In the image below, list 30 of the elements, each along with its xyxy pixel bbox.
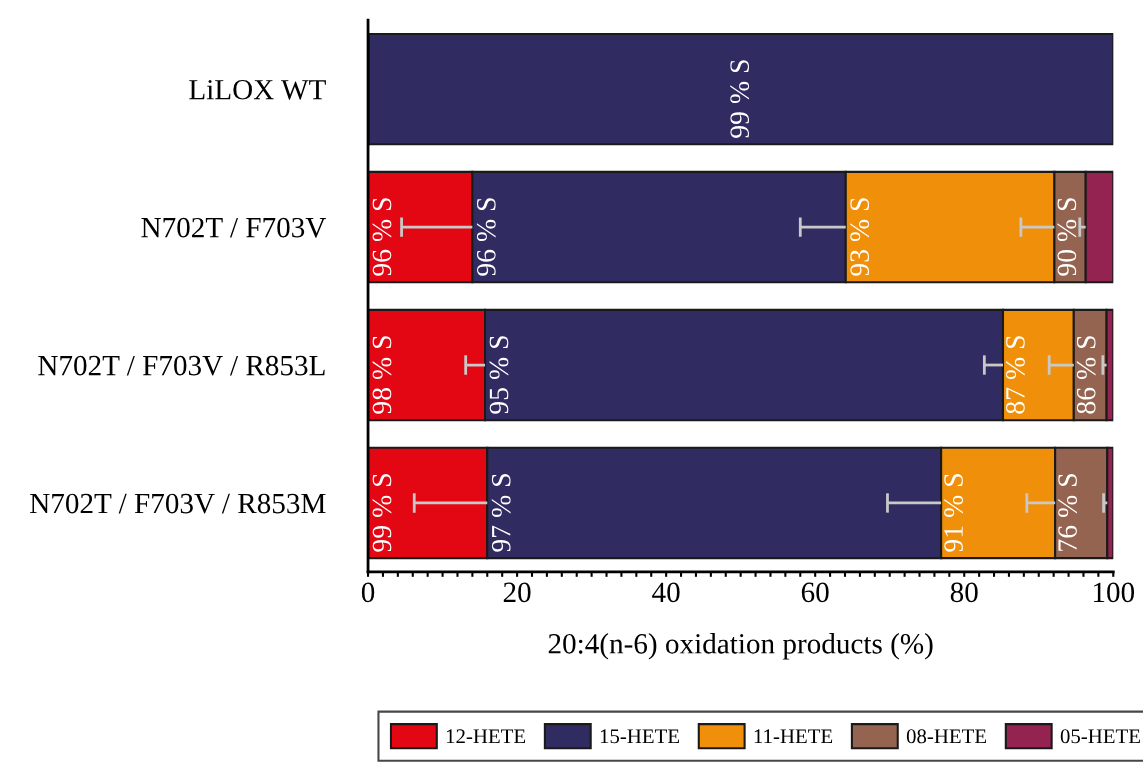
- x-tick-label: 60: [801, 582, 829, 603]
- x-tick-label: 40: [652, 582, 680, 603]
- x-tick-label: 20: [503, 582, 531, 603]
- legend-label: 15-HETE: [600, 729, 679, 744]
- annotation: 99 % S: [730, 60, 750, 138]
- annotation: 96 % S: [372, 198, 392, 276]
- annotation: 99 % S: [372, 474, 392, 552]
- y-tick-label: N702T / F703V / R853M: [30, 493, 326, 514]
- annotation: 90 % S: [1057, 198, 1077, 276]
- x-tick-label: 0: [361, 582, 375, 603]
- annotation: 91 % S: [944, 474, 964, 552]
- x-axis-title: 20:4(n-6) oxidation products (%): [548, 633, 933, 660]
- bar: [368, 32, 1114, 146]
- annotation: 97 % S: [491, 474, 511, 552]
- annotation: 95 % S: [489, 336, 509, 414]
- legend-label: 05-HETE: [1060, 729, 1140, 744]
- annotation: 96 % S: [476, 198, 496, 276]
- legend-label: 12-HETE: [446, 729, 526, 744]
- x-tick-label: 80: [950, 582, 978, 603]
- legend-label: 11-HETE: [754, 729, 833, 744]
- annotation: 76 % S: [1058, 474, 1078, 551]
- annotation: 93 % S: [850, 198, 870, 276]
- annotation: 86 % S: [1076, 336, 1096, 414]
- x-tick-label: 100: [1093, 582, 1135, 603]
- annotation: 98 % S: [372, 336, 392, 414]
- y-tick-label: N702T / F703V: [141, 217, 327, 238]
- y-tick-label: LiLOX WT: [189, 79, 326, 100]
- legend-label: 08-HETE: [906, 729, 987, 744]
- y-tick-label: N702T / F703V / R853L: [38, 355, 325, 376]
- annotation: 87 % S: [1006, 336, 1025, 414]
